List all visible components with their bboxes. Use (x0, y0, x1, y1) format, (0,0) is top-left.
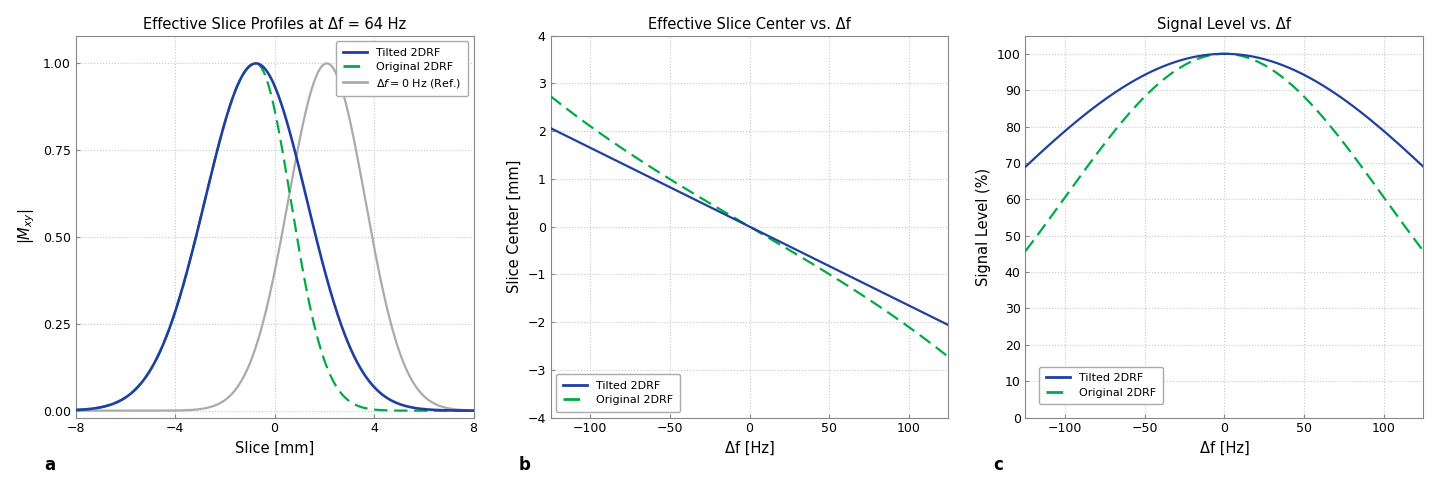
X-axis label: Δf [Hz]: Δf [Hz] (724, 441, 775, 456)
Y-axis label: Signal Level (%): Signal Level (%) (976, 168, 991, 286)
X-axis label: Slice [mm]: Slice [mm] (235, 441, 314, 456)
Text: c: c (994, 456, 1004, 474)
Title: Effective Slice Profiles at Δf = 64 Hz: Effective Slice Profiles at Δf = 64 Hz (143, 17, 406, 32)
Y-axis label: Slice Center [mm]: Slice Center [mm] (507, 160, 521, 294)
Legend: Tilted 2DRF, Original 2DRF: Tilted 2DRF, Original 2DRF (1040, 367, 1164, 404)
X-axis label: Δf [Hz]: Δf [Hz] (1200, 441, 1250, 456)
Legend: Tilted 2DRF, Original 2DRF: Tilted 2DRF, Original 2DRF (556, 374, 680, 412)
Legend: Tilted 2DRF, Original 2DRF, $\Delta f = 0$ Hz (Ref.): Tilted 2DRF, Original 2DRF, $\Delta f = … (336, 41, 468, 97)
Y-axis label: $|M_{xy}|$: $|M_{xy}|$ (17, 209, 37, 244)
Title: Signal Level vs. Δf: Signal Level vs. Δf (1158, 17, 1292, 32)
Title: Effective Slice Center vs. Δf: Effective Slice Center vs. Δf (648, 17, 851, 32)
Text: a: a (43, 456, 55, 474)
Text: b: b (518, 456, 530, 474)
